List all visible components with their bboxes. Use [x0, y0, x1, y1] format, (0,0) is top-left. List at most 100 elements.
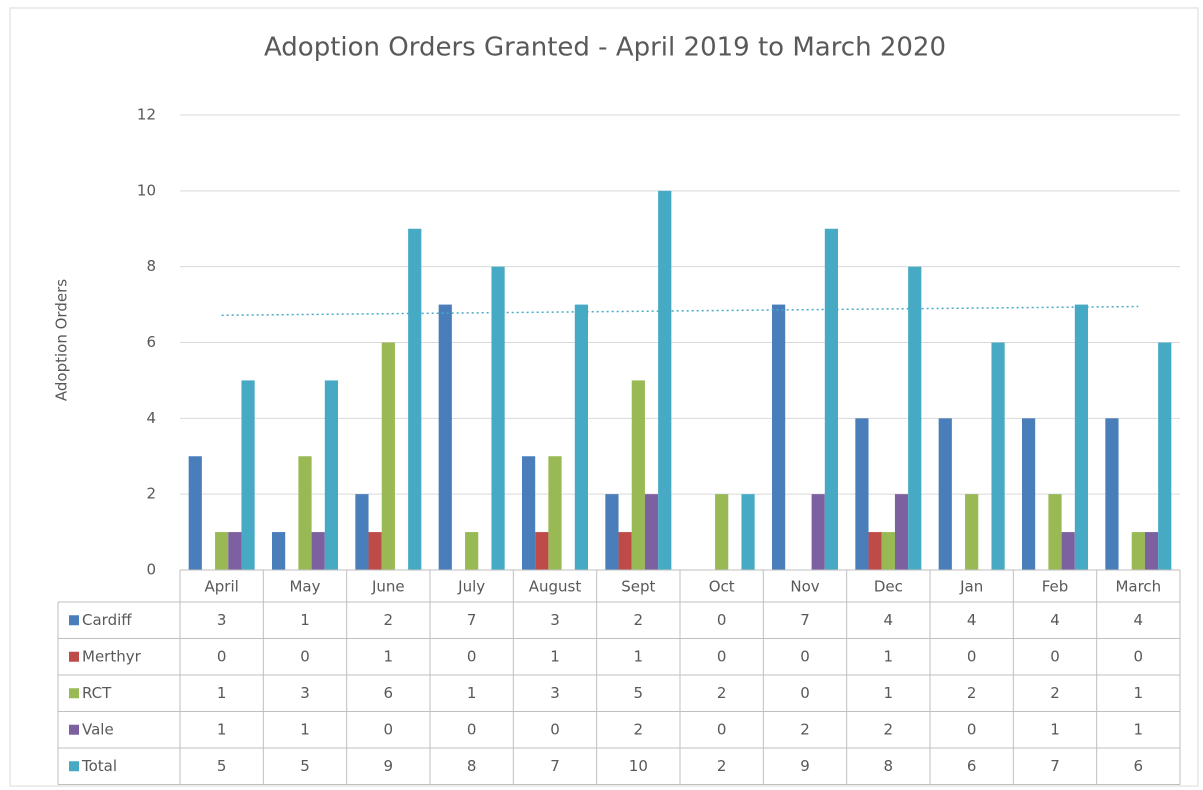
x-tick-label: August: [529, 578, 582, 596]
table-value: 4: [884, 611, 894, 629]
legend-swatch: [69, 615, 79, 626]
bar: [938, 418, 952, 570]
table-value: 2: [717, 757, 727, 775]
legend-swatch: [69, 651, 79, 662]
bar: [991, 342, 1005, 570]
legend-swatch: [69, 761, 79, 772]
bar: [298, 456, 312, 570]
table-value: 1: [884, 647, 894, 665]
bar: [272, 532, 286, 570]
bar: [811, 494, 825, 570]
table-value: 0: [217, 647, 227, 665]
bar: [522, 456, 536, 570]
table-value: 7: [467, 611, 477, 629]
x-tick-label: Nov: [790, 578, 819, 596]
table-value: 1: [300, 720, 310, 738]
bar: [241, 380, 255, 570]
y-tick-label: 0: [146, 561, 156, 579]
table-value: 9: [800, 757, 810, 775]
bar: [644, 494, 659, 570]
x-tick-label: Jan: [959, 578, 983, 596]
bar: [408, 228, 422, 570]
table-value: 1: [300, 611, 310, 629]
table-value: 0: [800, 647, 810, 665]
table-value: 7: [550, 757, 560, 775]
table-value: 9: [384, 757, 394, 775]
legend-label: RCT: [82, 684, 112, 702]
bar: [381, 342, 395, 570]
bar: [908, 266, 922, 570]
table-value: 2: [634, 611, 644, 629]
table-value: 0: [467, 720, 477, 738]
bar: [324, 380, 338, 570]
bar: [1131, 532, 1145, 570]
table-value: 6: [967, 757, 977, 775]
bar: [465, 532, 479, 570]
x-tick-label: March: [1115, 578, 1161, 596]
table-value: 1: [217, 720, 227, 738]
table-value: 5: [217, 757, 227, 775]
table-value: 5: [634, 684, 644, 702]
table-value: 0: [1134, 647, 1144, 665]
y-tick-label: 12: [137, 106, 156, 124]
bar: [605, 494, 619, 570]
legend-label: Merthyr: [82, 647, 142, 665]
table-value: 1: [634, 647, 644, 665]
bar: [1061, 532, 1075, 570]
table-value: 0: [717, 720, 727, 738]
table-value: 1: [1050, 720, 1060, 738]
table-value: 1: [550, 647, 560, 665]
chart-title: Adoption Orders Granted - April 2019 to …: [264, 33, 946, 63]
x-tick-label: Feb: [1042, 578, 1069, 596]
table-value: 2: [384, 611, 394, 629]
table-value: 0: [384, 720, 394, 738]
bar: [1144, 532, 1159, 570]
y-tick-label: 6: [146, 333, 156, 351]
table-value: 0: [467, 647, 477, 665]
table-value: 2: [884, 720, 894, 738]
bar: [1074, 304, 1088, 570]
legend-swatch: [69, 724, 79, 735]
y-axis-label: Adoption Orders: [53, 279, 71, 401]
table-value: 6: [384, 684, 394, 702]
bar: [881, 532, 895, 570]
y-tick-label: 2: [146, 485, 156, 503]
table-value: 4: [1134, 611, 1144, 629]
x-tick-label: Sept: [621, 578, 655, 596]
table-value: 0: [300, 647, 310, 665]
table-value: 1: [467, 684, 477, 702]
bar: [535, 532, 549, 570]
table-value: 0: [717, 647, 727, 665]
table-value: 6: [1134, 757, 1144, 775]
legend-label: Vale: [82, 720, 114, 738]
bar: [368, 532, 382, 570]
table-value: 10: [629, 757, 648, 775]
bar: [618, 532, 632, 570]
table-value: 4: [1050, 611, 1060, 629]
table-value: 1: [1134, 720, 1144, 738]
bar: [548, 456, 562, 570]
table-value: 2: [1050, 684, 1060, 702]
bar: [491, 266, 505, 570]
bar: [631, 380, 645, 570]
legend-label: Total: [81, 757, 117, 775]
table-value: 2: [967, 684, 977, 702]
x-tick-label: Oct: [709, 578, 735, 596]
y-tick-label: 10: [137, 181, 156, 199]
x-tick-label: April: [205, 578, 239, 596]
bar: [868, 532, 882, 570]
table-value: 1: [1134, 684, 1144, 702]
bar: [1105, 418, 1119, 570]
table-value: 5: [300, 757, 310, 775]
bar: [741, 494, 755, 570]
legend-label: Cardiff: [82, 611, 132, 629]
table-value: 0: [1050, 647, 1060, 665]
table-value: 2: [634, 720, 644, 738]
x-tick-label: June: [371, 578, 405, 596]
table-value: 3: [550, 611, 560, 629]
table-value: 1: [884, 684, 894, 702]
table-value: 0: [967, 647, 977, 665]
bar: [355, 494, 369, 570]
table-value: 1: [384, 647, 394, 665]
